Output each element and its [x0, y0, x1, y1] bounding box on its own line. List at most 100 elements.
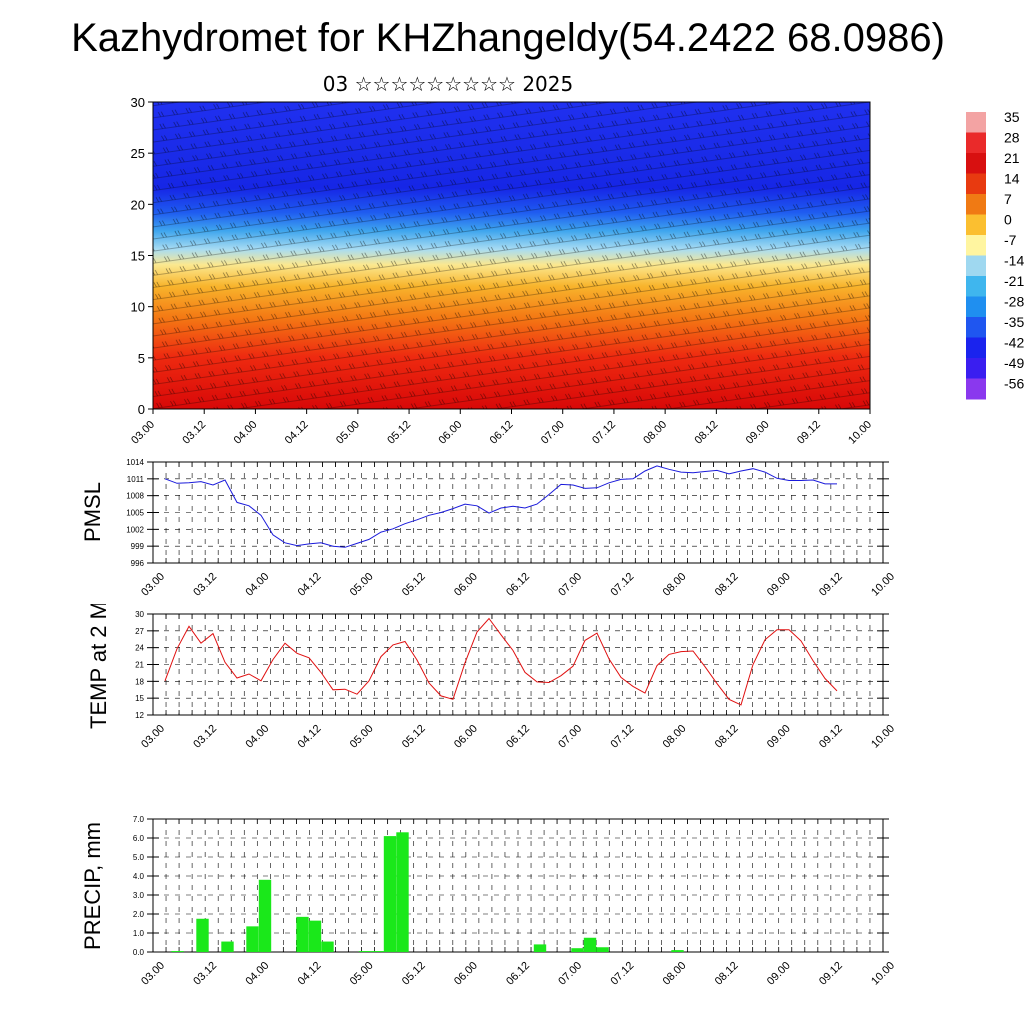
- y-tick-label: 30: [135, 610, 144, 619]
- y-tick-label: 5.0: [133, 853, 145, 862]
- colorbar-label: -56: [1004, 376, 1024, 392]
- y-tick-label: 4.0: [133, 872, 145, 881]
- x-tick-label: 09.00: [765, 960, 793, 988]
- colorbar-swatch: [966, 296, 986, 318]
- x-tick-label: 10.00: [869, 723, 897, 751]
- precip-bar: [221, 941, 234, 952]
- precip-bar: [258, 879, 272, 952]
- colorbar-label: -7: [1004, 232, 1017, 248]
- colorbar-swatch: [966, 358, 986, 379]
- x-tick-label: 06.00: [452, 723, 480, 751]
- panel-frame: [152, 818, 884, 953]
- x-tick-label: 04.12: [296, 571, 324, 599]
- y-tick-label: 1002: [126, 525, 144, 534]
- heatmap-y-tick-label: 30: [131, 95, 145, 110]
- heatmap-x-tick-label: 09.00: [744, 419, 772, 447]
- temperature-panel: TEMP at 2 M 12 15 18 21 24 27 30 03.00 03.12 04.0…: [86, 604, 897, 751]
- colorbar-swatch: [966, 235, 986, 256]
- x-tick-label: 07.00: [556, 571, 584, 599]
- x-tick-label: 08.00: [661, 571, 689, 599]
- chart-subtitle: 03 ☆☆☆☆☆☆☆☆☆ 2025: [322, 72, 574, 96]
- x-tick-label: 09.12: [817, 571, 845, 599]
- precip-bar: [596, 947, 609, 952]
- x-tick-label: 09.12: [817, 723, 845, 751]
- cross-section-heatmap: 0 5 10 15 20 25 30 03.00 03.12 04.00 04.12 05.00 05…: [129, 95, 1024, 447]
- chart-title: Kazhydromet for KHZhangeldy(54.2422 68.0…: [71, 16, 945, 60]
- colorbar-swatch: [966, 378, 986, 400]
- colorbar-swatch: [966, 194, 986, 215]
- precip-bar: [308, 920, 322, 952]
- wind-barbs-overlay: [153, 102, 870, 409]
- heatmap-x-tick-label: 07.12: [590, 419, 618, 447]
- heatmap-x-tick-label: 05.12: [385, 419, 413, 447]
- x-tick-label: 03.00: [139, 571, 167, 599]
- heatmap-y-tick-label: 5: [138, 351, 145, 366]
- precip-bar: [358, 951, 372, 952]
- x-tick-label: 03.00: [139, 723, 167, 751]
- temp-y-axis-label: TEMP at 2 M: [86, 604, 111, 729]
- colorbar-swatch: [966, 173, 986, 195]
- heatmap-y-tick-label: 10: [131, 300, 145, 315]
- colorbar-label: -28: [1004, 294, 1024, 310]
- colorbar-label: 7: [1004, 191, 1012, 207]
- heatmap-x-tick-label: 06.00: [436, 419, 464, 447]
- x-tick-label: 07.12: [608, 960, 636, 988]
- x-tick-label: 05.12: [400, 960, 428, 988]
- precip-bar: [396, 832, 409, 952]
- colorbar-label: -21: [1004, 273, 1024, 289]
- y-tick-label: 15: [135, 694, 144, 703]
- x-tick-label: 05.00: [348, 960, 376, 988]
- y-tick-label: 7.0: [133, 815, 145, 824]
- x-tick-label: 05.12: [400, 571, 428, 599]
- x-tick-label: 09.00: [765, 723, 793, 751]
- x-tick-label: 06.00: [452, 960, 480, 988]
- x-tick-label: 05.00: [348, 723, 376, 751]
- y-tick-label: 999: [131, 542, 145, 551]
- precip-bar: [196, 918, 209, 952]
- x-tick-label: 04.12: [296, 960, 324, 988]
- x-tick-label: 10.00: [869, 571, 897, 599]
- colorbar-label: 21: [1004, 150, 1020, 166]
- heatmap-x-tick-label: 05.00: [334, 419, 362, 447]
- x-tick-label: 08.12: [713, 960, 741, 988]
- y-tick-label: 12: [135, 711, 144, 720]
- heatmap-x-tick-label: 03.00: [129, 419, 157, 447]
- precip-bar: [571, 948, 584, 952]
- precip-bar: [533, 944, 547, 952]
- x-tick-label: 04.00: [243, 571, 271, 599]
- precip-bar: [321, 941, 334, 952]
- colorbar-label: -35: [1004, 314, 1024, 330]
- y-tick-label: 27: [135, 627, 144, 636]
- colorbar-label: 35: [1004, 109, 1020, 125]
- colorbar-label: -14: [1004, 253, 1024, 269]
- colorbar-swatch: [966, 317, 986, 338]
- x-tick-label: 09.12: [817, 960, 845, 988]
- colorbar-label: 0: [1004, 212, 1012, 228]
- colorbar-swatch: [966, 337, 986, 359]
- x-tick-label: 09.00: [765, 571, 793, 599]
- precip-bar: [246, 926, 259, 952]
- precip-bar: [583, 937, 597, 952]
- x-tick-label: 08.12: [713, 723, 741, 751]
- precip-y-axis-label: PRECIP, mm: [80, 822, 105, 950]
- colorbar-label: 14: [1004, 171, 1020, 187]
- colorbar-swatch: [966, 255, 986, 277]
- y-tick-label: 0.0: [133, 948, 145, 957]
- y-tick-label: 996: [131, 559, 145, 568]
- y-tick-label: 24: [135, 644, 144, 653]
- x-tick-label: 03.00: [139, 960, 167, 988]
- precip-bar: [171, 951, 184, 952]
- colorbar-label: -49: [1004, 355, 1024, 371]
- y-tick-label: 1014: [126, 458, 144, 467]
- x-tick-label: 05.12: [400, 723, 428, 751]
- x-tick-label: 06.00: [452, 571, 480, 599]
- pmsl-y-axis-label: PMSL: [80, 482, 105, 542]
- x-tick-label: 07.00: [556, 723, 584, 751]
- y-tick-label: 3.0: [133, 891, 145, 900]
- x-tick-label: 07.00: [556, 960, 584, 988]
- precipitation-panel: PRECIP, mm 0.0 1.0 2.0 3.0 4.0 5.0 6.0 7.0 03.00…: [80, 815, 897, 988]
- x-tick-label: 06.12: [504, 960, 532, 988]
- colorbar-label: 28: [1004, 130, 1020, 146]
- heatmap-x-tick-label: 03.12: [180, 419, 208, 447]
- colorbar-swatch: [966, 276, 986, 297]
